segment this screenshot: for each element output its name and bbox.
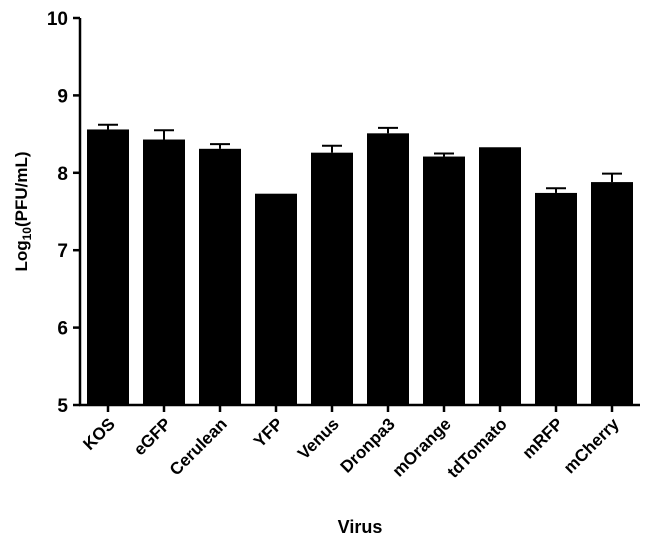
error-bars-layer <box>98 123 622 193</box>
x-tick-label: YFP <box>250 414 287 451</box>
bar <box>591 182 633 405</box>
bar <box>367 133 409 406</box>
bar <box>87 129 129 405</box>
x-axis-label: Virus <box>338 517 383 537</box>
x-tick-label: Venus <box>294 414 343 463</box>
bar <box>255 193 297 405</box>
bars-layer <box>87 129 633 406</box>
y-tick-label: 8 <box>57 164 68 185</box>
x-tick-label: tdTomato <box>444 414 511 481</box>
bar <box>143 139 185 405</box>
x-tick-label: mCherry <box>560 414 623 477</box>
y-axis-label-subscript: 10 <box>20 227 34 241</box>
y-tick-label: 6 <box>57 319 68 340</box>
y-ticks: 5 6 7 8 9 10 <box>47 9 80 417</box>
x-tick-label: Cerulean <box>166 414 231 479</box>
bar <box>311 152 353 405</box>
bar <box>423 156 465 405</box>
y-tick-label: 10 <box>47 9 68 30</box>
bar <box>199 148 241 405</box>
x-tick-label: mRFP <box>519 414 567 462</box>
bar <box>479 147 521 405</box>
x-tick-label: eGFP <box>130 414 175 459</box>
y-tick-label: 5 <box>57 396 68 417</box>
y-axis-label-suffix: (PFU/mL) <box>12 151 31 227</box>
y-tick-label: 7 <box>57 241 68 262</box>
bar <box>535 192 577 405</box>
y-axis-label-prefix: Log <box>12 240 31 271</box>
y-axis-label: Log10(PFU/mL) <box>12 151 34 271</box>
y-tick-label: 9 <box>57 86 68 107</box>
x-tick-label: KOS <box>79 414 118 453</box>
